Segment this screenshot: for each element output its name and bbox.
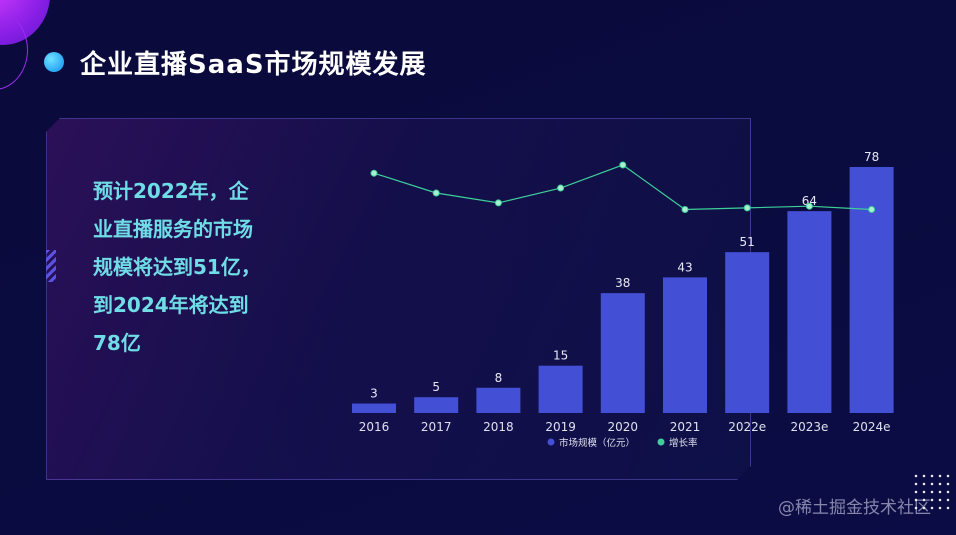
bar: [663, 277, 707, 413]
growth-rate-point: [494, 199, 502, 207]
x-tick-label: 2017: [421, 420, 452, 434]
bar-value-label: 38: [615, 276, 630, 290]
x-tick-label: 2023e: [790, 420, 828, 434]
watermark: @稀土掘金技术社区: [778, 498, 931, 518]
bar: [476, 387, 521, 413]
legend-marker-market-size: [547, 438, 555, 446]
summary-line: 到2024年将达到: [93, 293, 249, 317]
decorative-stripes: [46, 250, 56, 282]
bar: [414, 397, 459, 413]
x-tick-label: 2024e: [853, 420, 891, 434]
bar-value-label: 51: [740, 235, 755, 249]
summary-line: 预计2022年，企: [93, 179, 249, 203]
growth-rate-point: [619, 161, 627, 169]
page-title: 企业直播SaaS市场规模发展: [80, 50, 427, 80]
bar: [849, 167, 894, 413]
x-tick-label: 2021: [670, 420, 701, 434]
x-tick-label: 2016: [359, 420, 390, 434]
decorative-dot-grid: [912, 472, 952, 512]
growth-rate-point: [432, 189, 440, 197]
bar-value-label: 15: [553, 349, 568, 363]
growth-rate-line: [373, 164, 872, 211]
growth-rate-point: [743, 204, 751, 212]
bar-value-label: 3: [370, 387, 378, 401]
bar: [352, 403, 396, 413]
summary-text: 预计2022年，企 业直播服务的市场 规模将达到51亿， 到2024年将达到 7…: [93, 172, 293, 362]
title-bullet-icon: [44, 52, 64, 72]
bar-value-label: 5: [432, 380, 440, 394]
summary-line: 78亿: [93, 331, 141, 355]
x-tick-label: 2020: [608, 420, 639, 434]
bar: [600, 293, 645, 413]
bar-value-label: 64: [802, 194, 817, 208]
summary-line: 业直播服务的市场: [93, 217, 253, 241]
x-tick-label: 2019: [545, 420, 576, 434]
growth-rate-point: [805, 202, 813, 210]
x-tick-label: 2018: [483, 420, 514, 434]
bar-value-label: 8: [495, 371, 503, 385]
bar-value-label: 78: [864, 150, 879, 164]
legend-marker-growth-rate: [657, 438, 665, 446]
bar-value-label: 43: [677, 260, 692, 274]
legend-label-growth-rate: 增长率: [669, 437, 698, 449]
growth-rate-point: [370, 169, 378, 177]
bar: [538, 365, 583, 413]
legend-label-market-size: 市场规模（亿元）: [559, 437, 635, 449]
x-tick-label: 2022e: [728, 420, 766, 434]
growth-rate-point: [681, 206, 689, 213]
growth-rate-point: [557, 184, 565, 192]
bar: [787, 211, 832, 413]
growth-rate-point: [868, 206, 876, 213]
summary-line: 规模将达到51亿，: [93, 255, 261, 279]
bar: [725, 252, 770, 413]
